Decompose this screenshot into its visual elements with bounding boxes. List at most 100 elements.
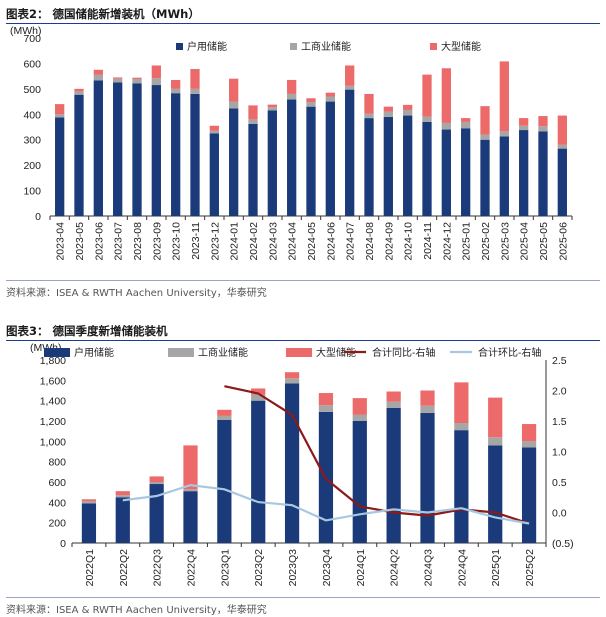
bar-household (183, 491, 198, 543)
bar-utility (113, 77, 123, 79)
bar-commercial (488, 437, 503, 446)
x-tick-label: 2025Q2 (524, 549, 536, 587)
x-tick-label: 2023-11 (190, 222, 202, 260)
x-tick-label: 2024-06 (325, 222, 337, 261)
y2-tick-label: 0.0 (552, 508, 567, 520)
y-tick-label: 1,400 (40, 396, 66, 408)
bar-utility (284, 372, 300, 379)
bar-utility (149, 476, 164, 482)
bar-household (113, 82, 123, 216)
bar-household (499, 136, 509, 216)
bar-commercial (190, 88, 200, 94)
bar-commercial (287, 93, 297, 100)
bar-household (325, 101, 335, 216)
bar-household (267, 110, 277, 216)
bar-household (454, 430, 469, 543)
y2-tick-label: 2.5 (552, 355, 567, 367)
x-tick-label: 2024Q2 (389, 549, 401, 587)
legend-label: 大型储能 (316, 346, 356, 359)
legend-swatch (176, 43, 183, 50)
y-tick-label: 0 (60, 538, 66, 550)
y-tick-label: 700 (23, 33, 41, 45)
figure2-source: 资料来源：ISEA & RWTH Aachen University，华泰研究 (6, 288, 267, 299)
bar-utility (306, 98, 316, 103)
bar-household (420, 412, 435, 543)
bar-household (132, 83, 142, 217)
y-tick-label: 200 (48, 518, 66, 530)
y-tick-label: 600 (23, 58, 41, 70)
legend-label: 工商业储能 (198, 346, 248, 359)
bar-commercial (74, 91, 84, 95)
bar-commercial (383, 111, 393, 117)
bar-commercial (151, 78, 161, 86)
bar-household (55, 117, 65, 216)
x-tick-label: 2023Q1 (219, 549, 231, 587)
figure3-source: 资料来源：ISEA & RWTH Aachen University，华泰研究 (6, 605, 267, 616)
legend-swatch (430, 43, 437, 50)
bar-utility (441, 68, 451, 123)
x-tick-label: 2022Q3 (152, 549, 164, 587)
bar-commercial (93, 74, 103, 81)
legend-label: 大型储能 (441, 40, 481, 53)
bar-utility (183, 445, 198, 490)
bar-utility (217, 409, 232, 416)
x-tick-label: 2025-01 (461, 222, 473, 261)
bar-commercial (422, 116, 432, 122)
bar-household (364, 118, 374, 216)
x-tick-label: 2023Q2 (253, 549, 265, 587)
bar-utility (519, 118, 529, 126)
x-tick-label: 2024Q1 (355, 549, 367, 587)
x-tick-label: 2022Q2 (118, 549, 130, 587)
y2-tick-label: 2.0 (552, 386, 567, 398)
bar-household (441, 129, 451, 216)
figure3-title-rule (6, 340, 600, 341)
bar-household (519, 130, 529, 216)
y-tick-label: 400 (48, 497, 66, 509)
bar-household (557, 148, 567, 216)
bar-utility (132, 77, 142, 79)
x-tick-label: 2024Q3 (423, 549, 435, 587)
figure3-title: 图表3： 德国季度新增储能装机 (6, 324, 168, 338)
bar-commercial (229, 101, 239, 109)
bar-household (352, 421, 367, 543)
x-tick-label: 2023Q3 (287, 549, 299, 587)
bar-utility (267, 104, 277, 108)
bar-utility (557, 115, 567, 145)
bar-utility (422, 74, 432, 117)
bar-utility (386, 391, 401, 402)
bar-household (403, 115, 413, 216)
bar-commercial (209, 130, 219, 134)
bar-utility (454, 382, 469, 424)
y2-tick-label: (0.5) (552, 538, 574, 550)
x-tick-label: 2023-10 (171, 222, 183, 261)
bar-utility (420, 390, 435, 406)
bar-household (229, 108, 239, 216)
x-tick-label: 2024-09 (383, 222, 395, 261)
x-tick-label: 2023-07 (113, 222, 125, 261)
bar-commercial (345, 85, 355, 90)
bar-commercial (480, 134, 490, 140)
bar-utility (229, 78, 239, 102)
x-tick-label: 2023-05 (74, 222, 86, 261)
y-axis-label: (MWh) (10, 25, 42, 37)
bar-utility (499, 61, 509, 132)
x-tick-label: 2024-12 (441, 222, 453, 261)
x-tick-label: 2024-05 (306, 222, 318, 261)
bar-utility (81, 499, 97, 502)
legend-swatch (286, 348, 312, 357)
bar-household (383, 116, 393, 216)
x-tick-label: 2024-11 (422, 222, 434, 260)
qoq-line (122, 483, 530, 525)
figure2-title-rule (6, 23, 600, 24)
figure2-chart: (MWh) 0 100 200 300 400 500 600 700 2023-04 2023-0… (10, 25, 573, 261)
bar-commercial (132, 78, 142, 84)
bar-household (248, 123, 258, 216)
bar-household (521, 447, 537, 543)
bar-household (284, 383, 300, 543)
bar-commercial (217, 415, 232, 420)
bar-utility (352, 398, 367, 415)
x-tick-label: 2025-06 (557, 222, 569, 261)
x-tick-label: 2023-04 (55, 222, 67, 261)
x-tick-label: 2023-12 (209, 222, 221, 261)
x-tick-label: 2024-10 (403, 222, 415, 261)
